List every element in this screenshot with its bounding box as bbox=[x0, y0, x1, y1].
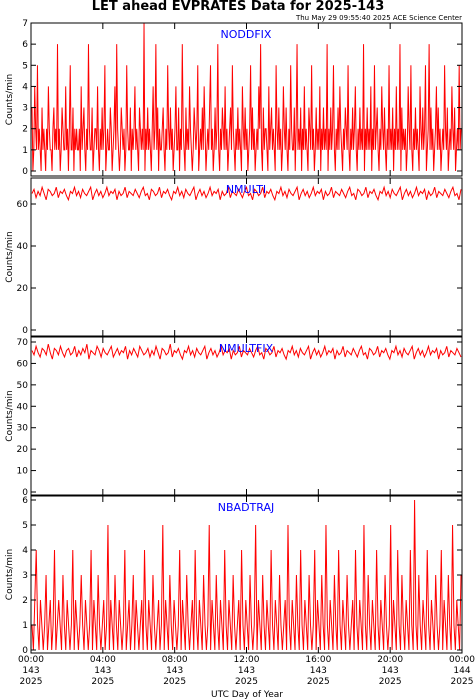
y-tick-label: 0 bbox=[22, 326, 28, 336]
y-tick-label: 0 bbox=[22, 167, 28, 177]
y-tick-label: 50 bbox=[17, 381, 29, 391]
x-tick-label: 20:00 bbox=[377, 655, 403, 665]
timestamp-label: Thu May 29 09:55:40 2025 ACE Science Cen… bbox=[295, 14, 462, 22]
series-line bbox=[31, 499, 462, 651]
x-tick-label: 143 bbox=[238, 666, 255, 676]
x-tick-label: 143 bbox=[94, 666, 111, 676]
y-tick-label: 0 bbox=[22, 488, 28, 498]
y-tick-label: 2 bbox=[22, 125, 28, 135]
x-tick-label: 143 bbox=[22, 666, 39, 676]
y-tick-label: 70 bbox=[17, 338, 29, 348]
x-axis: 00:00143202504:00143202508:00143202512:0… bbox=[18, 655, 475, 687]
y-axis-label: Counts/min bbox=[5, 74, 15, 125]
panel-4: 0 1 2 3 4 5 6 Counts/min NBADTRAJ bbox=[5, 495, 463, 656]
x-tick-label: 144 bbox=[453, 666, 470, 676]
series-label: NODDFIX bbox=[221, 28, 272, 41]
panel-3: 0 10 20 30 40 50 60 70 Counts/min NMULTFIX bbox=[5, 336, 463, 498]
x-tick-label: 143 bbox=[310, 666, 327, 676]
y-tick-label: 10 bbox=[17, 467, 29, 477]
x-tick-label: 143 bbox=[382, 666, 399, 676]
x-tick-label: 2025 bbox=[379, 677, 402, 687]
series-line bbox=[31, 22, 462, 172]
series-label: NMULTFIX bbox=[219, 342, 274, 355]
panel-frame bbox=[30, 336, 463, 496]
x-tick-label: 00:00 bbox=[449, 655, 475, 665]
panel-1: 0 1 2 3 4 5 6 7 Counts/min NODDFIX bbox=[5, 19, 463, 177]
series-line bbox=[31, 344, 462, 361]
x-axis-label: UTC Day of Year bbox=[211, 690, 283, 700]
x-tick-label: 00:00 bbox=[18, 655, 44, 665]
panels-group: 01234567Counts/minNODDFIX0204060Counts/m… bbox=[5, 19, 463, 656]
y-tick-label: 7 bbox=[22, 19, 28, 29]
x-tick-label: 2025 bbox=[91, 677, 114, 687]
y-axis-label: Counts/min bbox=[5, 549, 15, 600]
x-tick-label: 12:00 bbox=[234, 655, 260, 665]
y-tick-label: 0 bbox=[22, 646, 28, 656]
y-tick-label: 5 bbox=[22, 521, 28, 531]
y-tick-label: 6 bbox=[22, 496, 28, 506]
y-tick-label: 20 bbox=[17, 284, 29, 294]
y-axis-label: Counts/min bbox=[5, 231, 15, 282]
y-tick-label: 4 bbox=[22, 82, 28, 92]
y-tick-label: 20 bbox=[17, 445, 29, 455]
x-tick-label: 2025 bbox=[163, 677, 186, 687]
x-tick-label: 2025 bbox=[451, 677, 474, 687]
y-tick-label: 40 bbox=[17, 402, 29, 412]
y-tick-label: 2 bbox=[22, 596, 28, 606]
y-tick-label: 3 bbox=[22, 571, 28, 581]
x-tick-label: 2025 bbox=[20, 677, 43, 687]
y-tick-label: 4 bbox=[22, 546, 28, 556]
x-tick-label: 2025 bbox=[235, 677, 258, 687]
x-tick-label: 08:00 bbox=[162, 655, 188, 665]
panel-frame bbox=[30, 22, 463, 177]
y-tick-label: 3 bbox=[22, 104, 28, 114]
y-tick-label: 5 bbox=[22, 61, 28, 71]
series-line bbox=[31, 185, 462, 202]
x-tick-label: 04:00 bbox=[90, 655, 116, 665]
panel-frame bbox=[30, 177, 463, 337]
x-tick-label: 143 bbox=[166, 666, 183, 676]
series-label: NMULTI bbox=[226, 183, 266, 196]
figure-title: LET ahead EVPRATES Data for 2025-143 bbox=[92, 0, 385, 14]
y-tick-label: 30 bbox=[17, 424, 29, 434]
x-tick-label: 2025 bbox=[307, 677, 330, 687]
y-axis-label: Counts/min bbox=[5, 390, 15, 441]
y-tick-label: 60 bbox=[17, 359, 29, 369]
y-tick-label: 1 bbox=[22, 146, 28, 156]
y-tick-label: 1 bbox=[22, 621, 28, 631]
series-label: NBADTRAJ bbox=[218, 501, 274, 514]
x-tick-label: 16:00 bbox=[305, 655, 331, 665]
y-tick-label: 60 bbox=[17, 200, 29, 210]
y-tick-label: 6 bbox=[22, 40, 28, 50]
y-tick-label: 40 bbox=[17, 242, 29, 252]
panel-2: 0 20 40 60 Counts/min NMULTI bbox=[5, 177, 463, 337]
